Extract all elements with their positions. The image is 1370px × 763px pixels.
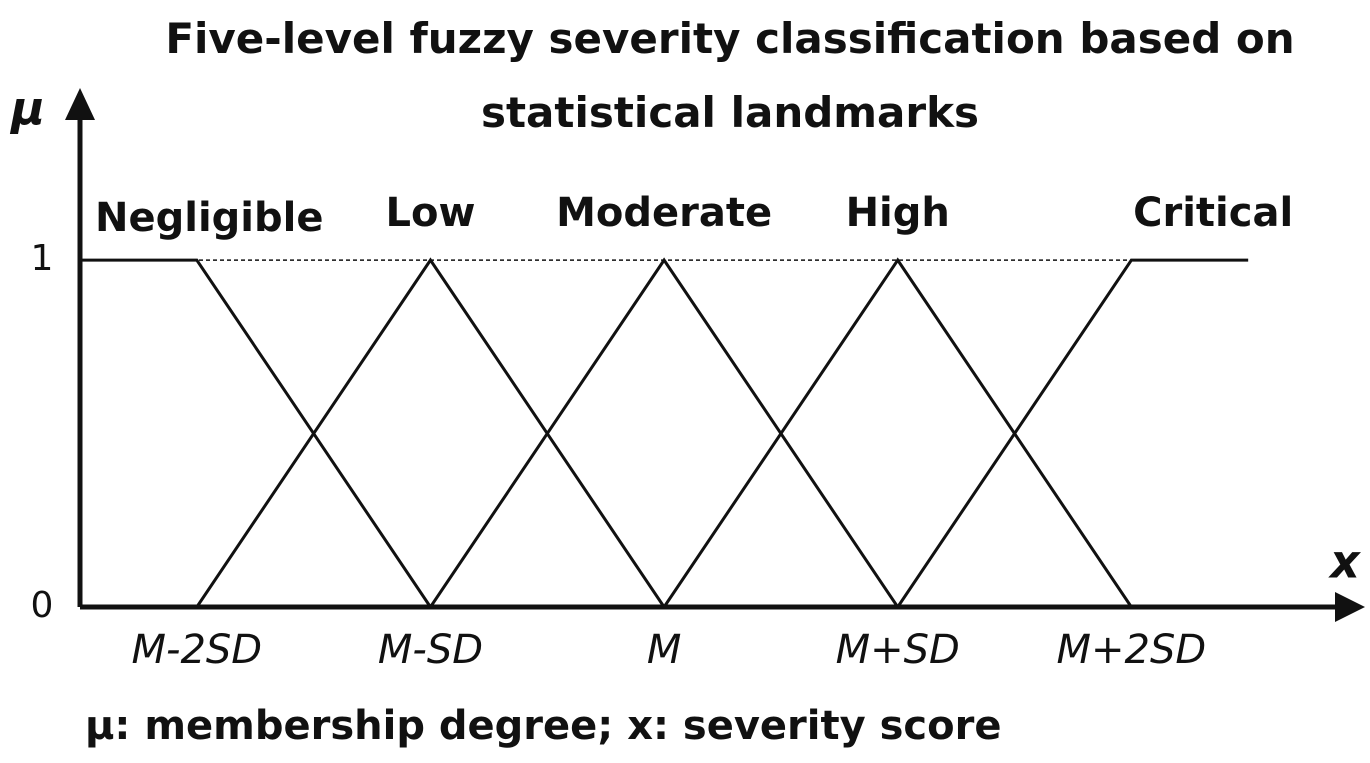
membership-line xyxy=(662,257,1133,608)
series-label: High xyxy=(846,190,950,236)
x-arrow xyxy=(1335,592,1365,622)
x-tick-label: M-SD xyxy=(378,627,483,673)
series-label: Critical xyxy=(1133,190,1293,236)
y-arrow xyxy=(65,88,95,120)
y-tick-label: 0 xyxy=(31,585,54,626)
x-axis-label: x xyxy=(1328,535,1361,589)
membership-line xyxy=(429,257,899,608)
x-tick-label: M xyxy=(647,627,682,673)
y-axis-label: μ xyxy=(9,82,45,136)
membership-line xyxy=(896,258,1249,608)
chart-title: Five-level fuzzy severity classification… xyxy=(165,14,1295,137)
y-tick-label: 1 xyxy=(31,238,54,279)
x-tick-label: M+SD xyxy=(836,627,960,673)
series-label: Moderate xyxy=(556,190,772,236)
note: μ: membership degree; x: severity score xyxy=(85,703,1001,749)
series-label: Low xyxy=(385,190,475,236)
x-tick-label: M-2SD xyxy=(132,627,263,673)
x-tick-label: M+2SD xyxy=(1057,627,1207,673)
membership-line xyxy=(80,258,432,608)
series-label: Negligible xyxy=(95,195,323,241)
membership-line xyxy=(195,257,666,608)
